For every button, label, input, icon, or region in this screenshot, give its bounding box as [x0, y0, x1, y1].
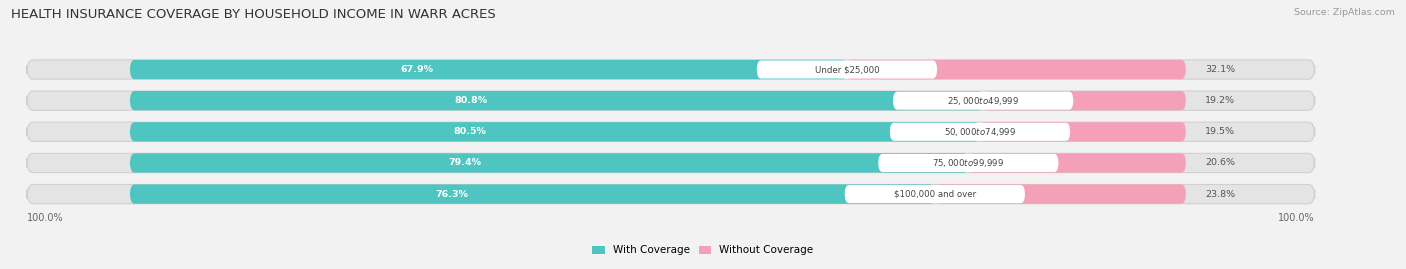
Text: 79.4%: 79.4%: [449, 158, 482, 168]
Text: 100.0%: 100.0%: [1278, 213, 1315, 223]
FancyBboxPatch shape: [129, 91, 983, 110]
FancyBboxPatch shape: [983, 91, 1185, 110]
Text: $50,000 to $74,999: $50,000 to $74,999: [943, 126, 1017, 138]
Text: 23.8%: 23.8%: [1205, 190, 1236, 199]
FancyBboxPatch shape: [27, 91, 1315, 110]
FancyBboxPatch shape: [129, 153, 969, 173]
FancyBboxPatch shape: [890, 123, 1070, 141]
Text: 19.2%: 19.2%: [1205, 96, 1236, 105]
Text: 100.0%: 100.0%: [27, 213, 63, 223]
Text: Source: ZipAtlas.com: Source: ZipAtlas.com: [1294, 8, 1395, 17]
FancyBboxPatch shape: [129, 60, 846, 79]
Text: 67.9%: 67.9%: [401, 65, 433, 74]
FancyBboxPatch shape: [27, 153, 1315, 173]
Text: 32.1%: 32.1%: [1205, 65, 1236, 74]
FancyBboxPatch shape: [893, 92, 1073, 110]
FancyBboxPatch shape: [846, 60, 1185, 79]
Text: $25,000 to $49,999: $25,000 to $49,999: [948, 95, 1019, 107]
Text: Under $25,000: Under $25,000: [814, 65, 879, 74]
FancyBboxPatch shape: [845, 185, 1025, 203]
Text: 80.5%: 80.5%: [454, 127, 486, 136]
FancyBboxPatch shape: [129, 122, 980, 141]
FancyBboxPatch shape: [969, 153, 1185, 173]
FancyBboxPatch shape: [27, 185, 1315, 204]
Text: 76.3%: 76.3%: [436, 190, 468, 199]
Text: 80.8%: 80.8%: [454, 96, 488, 105]
FancyBboxPatch shape: [129, 185, 935, 204]
Text: HEALTH INSURANCE COVERAGE BY HOUSEHOLD INCOME IN WARR ACRES: HEALTH INSURANCE COVERAGE BY HOUSEHOLD I…: [11, 8, 496, 21]
Legend: With Coverage, Without Coverage: With Coverage, Without Coverage: [588, 241, 818, 260]
FancyBboxPatch shape: [27, 60, 1315, 79]
FancyBboxPatch shape: [756, 61, 936, 79]
FancyBboxPatch shape: [27, 122, 1315, 141]
FancyBboxPatch shape: [879, 154, 1059, 172]
Text: 20.6%: 20.6%: [1205, 158, 1236, 168]
Text: $75,000 to $99,999: $75,000 to $99,999: [932, 157, 1004, 169]
FancyBboxPatch shape: [980, 122, 1185, 141]
FancyBboxPatch shape: [935, 185, 1185, 204]
Text: 19.5%: 19.5%: [1205, 127, 1236, 136]
Text: $100,000 and over: $100,000 and over: [894, 190, 976, 199]
